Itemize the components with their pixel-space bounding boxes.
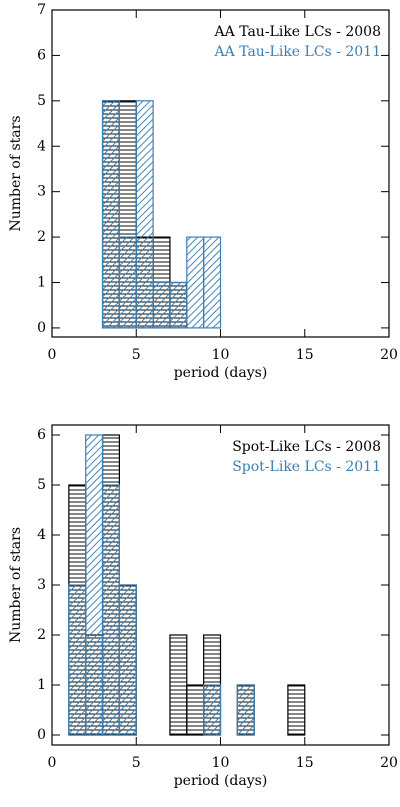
histogram-bar xyxy=(169,281,188,329)
histogram-bar xyxy=(135,100,154,329)
legend-entry: AA Tau-Like LCs - 2011 xyxy=(214,44,381,60)
x-tick-label: 0 xyxy=(48,347,57,363)
x-tick-label: 0 xyxy=(48,755,57,771)
x-tick-label: 10 xyxy=(212,347,230,363)
x-tick-label: 5 xyxy=(132,347,141,363)
y-tick-label: 6 xyxy=(37,427,46,443)
x-axis-label: period (days) xyxy=(174,365,268,381)
y-tick-label: 1 xyxy=(37,677,46,693)
histogram-bar xyxy=(118,584,137,736)
y-tick-label: 1 xyxy=(37,275,46,291)
histogram-bar xyxy=(186,236,205,329)
legend-entry: Spot-Like LCs - 2008 xyxy=(232,439,381,455)
histogram-bar xyxy=(101,100,121,329)
y-tick-label: 4 xyxy=(37,138,46,154)
legend-entry: Spot-Like LCs - 2011 xyxy=(232,459,381,475)
histogram-bar xyxy=(287,684,306,736)
y-tick-label: 3 xyxy=(37,577,46,593)
histogram-bar xyxy=(169,634,188,736)
x-tick-label: 15 xyxy=(296,755,314,771)
y-tick-label: 4 xyxy=(37,527,46,543)
x-tick-label: 20 xyxy=(380,755,398,771)
histogram-bar xyxy=(236,684,255,736)
y-tick-label: 0 xyxy=(37,727,46,743)
histogram-bar xyxy=(85,434,104,736)
histogram-bar xyxy=(68,584,87,736)
x-tick-label: 20 xyxy=(380,347,398,363)
y-axis-label: Number of stars xyxy=(8,527,24,643)
y-tick-label: 3 xyxy=(37,184,46,200)
y-tick-label: 5 xyxy=(37,477,46,493)
x-tick-label: 15 xyxy=(296,347,314,363)
y-tick-label: 2 xyxy=(37,627,46,643)
histogram-bar xyxy=(101,484,121,736)
histogram-bar xyxy=(152,281,171,329)
y-tick-label: 2 xyxy=(37,229,46,245)
y-axis-label: Number of stars xyxy=(8,115,24,231)
y-tick-label: 5 xyxy=(37,93,46,109)
y-tick-label: 6 xyxy=(37,47,46,63)
legend-entry: AA Tau-Like LCs - 2008 xyxy=(214,24,381,40)
y-tick-label: 7 xyxy=(37,2,46,18)
x-tick-label: 5 xyxy=(132,755,141,771)
y-tick-label: 0 xyxy=(37,320,46,336)
histogram-bar xyxy=(186,684,205,736)
histogram-bar xyxy=(203,236,222,329)
x-tick-label: 10 xyxy=(212,755,230,771)
x-axis-label: period (days) xyxy=(174,773,268,789)
histogram-bar xyxy=(203,684,222,736)
histogram-bar xyxy=(118,236,137,329)
